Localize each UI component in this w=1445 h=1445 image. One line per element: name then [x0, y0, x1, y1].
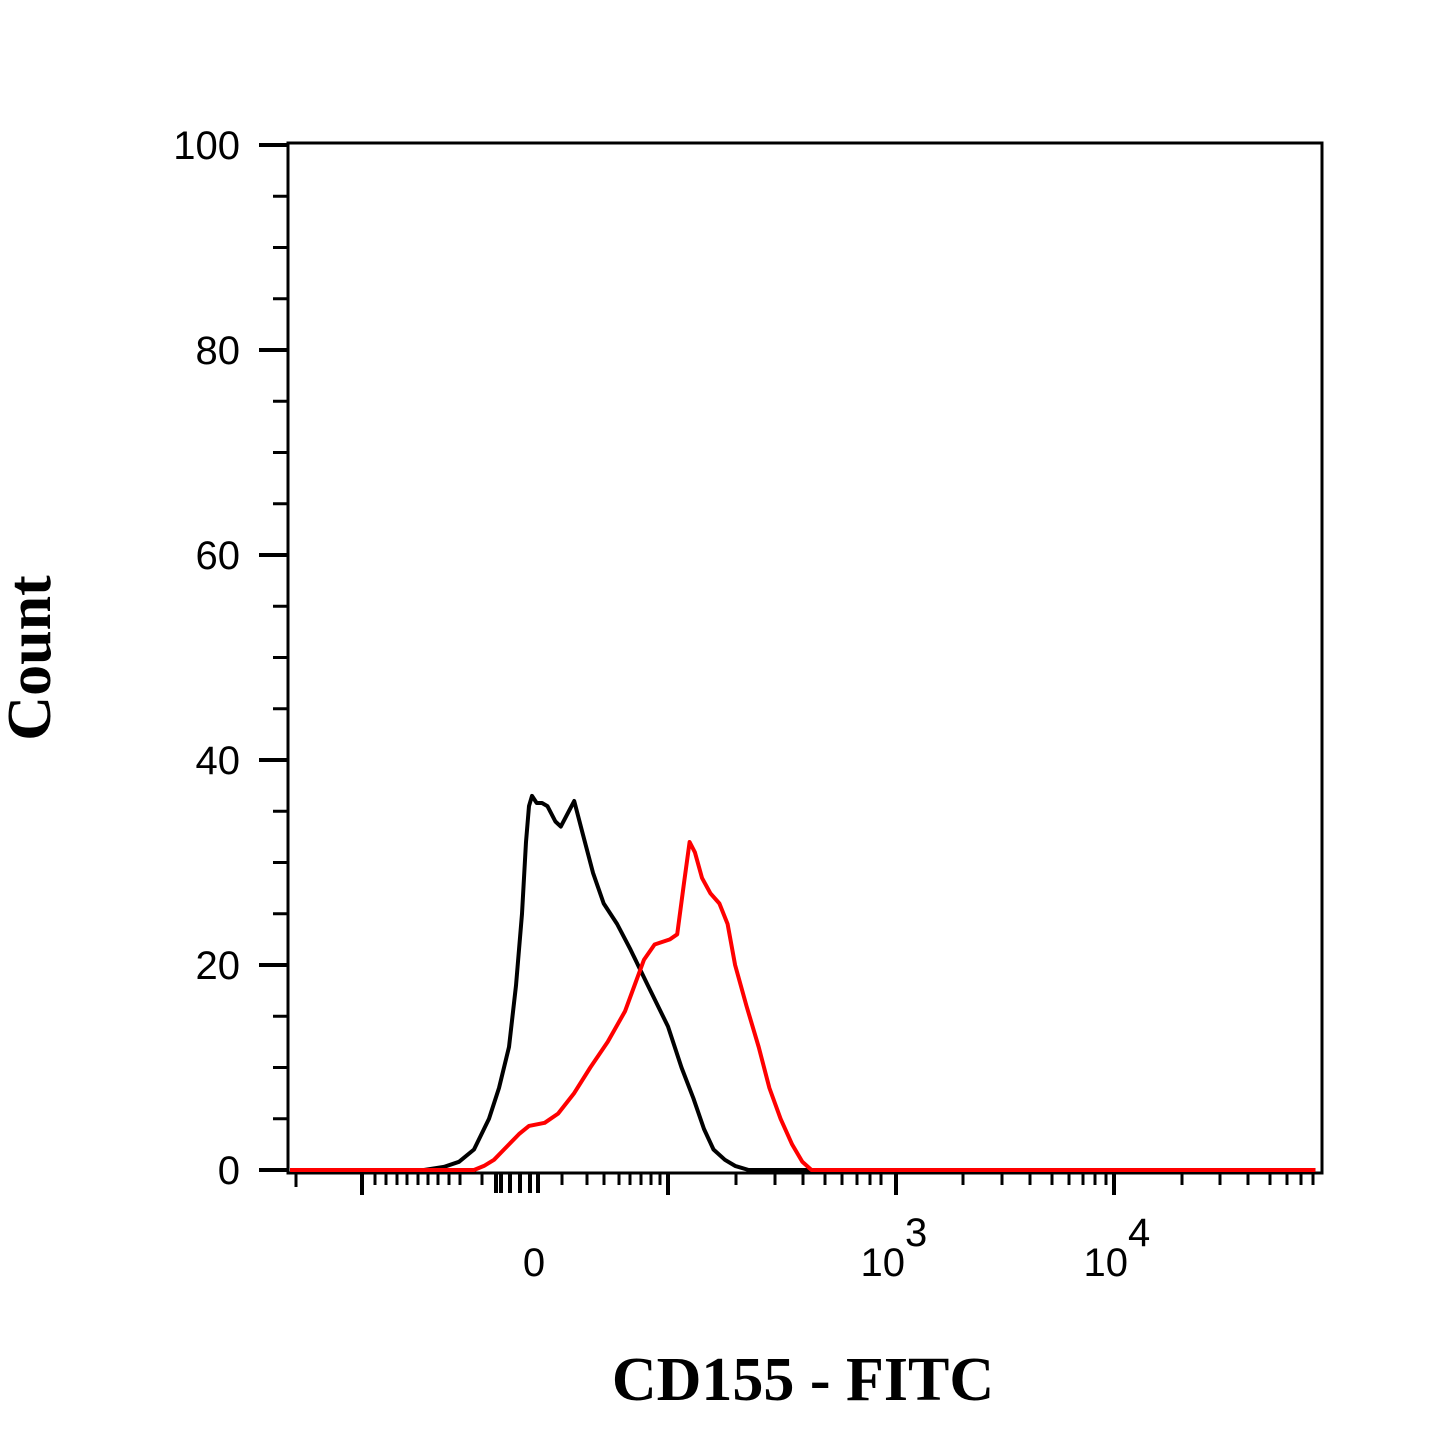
y-tick-label: 20 [196, 944, 241, 988]
x-tick-label: 104 [1084, 1211, 1151, 1285]
x-axis-title: CD155 - FITC [612, 1346, 994, 1414]
x-tick-exponent: 4 [1128, 1211, 1150, 1255]
y-tick-label: 80 [196, 329, 241, 373]
x-tick-base: 10 [861, 1241, 906, 1285]
y-axis-title: Count [0, 575, 64, 741]
x-tick-base: 10 [1084, 1241, 1129, 1285]
y-tick-label: 100 [173, 124, 240, 168]
plot-frame [286, 141, 1324, 1175]
y-axis-minor-ticks [273, 194, 288, 1121]
series-line-2 [290, 840, 1316, 1172]
series-line-1 [290, 793, 1316, 1172]
x-tick-label: 103 [861, 1211, 928, 1285]
y-tick-label: 40 [196, 739, 241, 783]
x-tick-exponent: 3 [905, 1211, 927, 1255]
y-tick-label: 0 [218, 1149, 240, 1193]
x-tick-label: 0 [523, 1241, 545, 1285]
series-layer [290, 793, 1316, 1172]
x-tick-base: 0 [523, 1241, 545, 1285]
y-tick-label: 60 [196, 534, 241, 578]
x-axis-minor-ticks [294, 1173, 1315, 1195]
y-axis: 0 20 40 60 80 100 [173, 124, 288, 1193]
